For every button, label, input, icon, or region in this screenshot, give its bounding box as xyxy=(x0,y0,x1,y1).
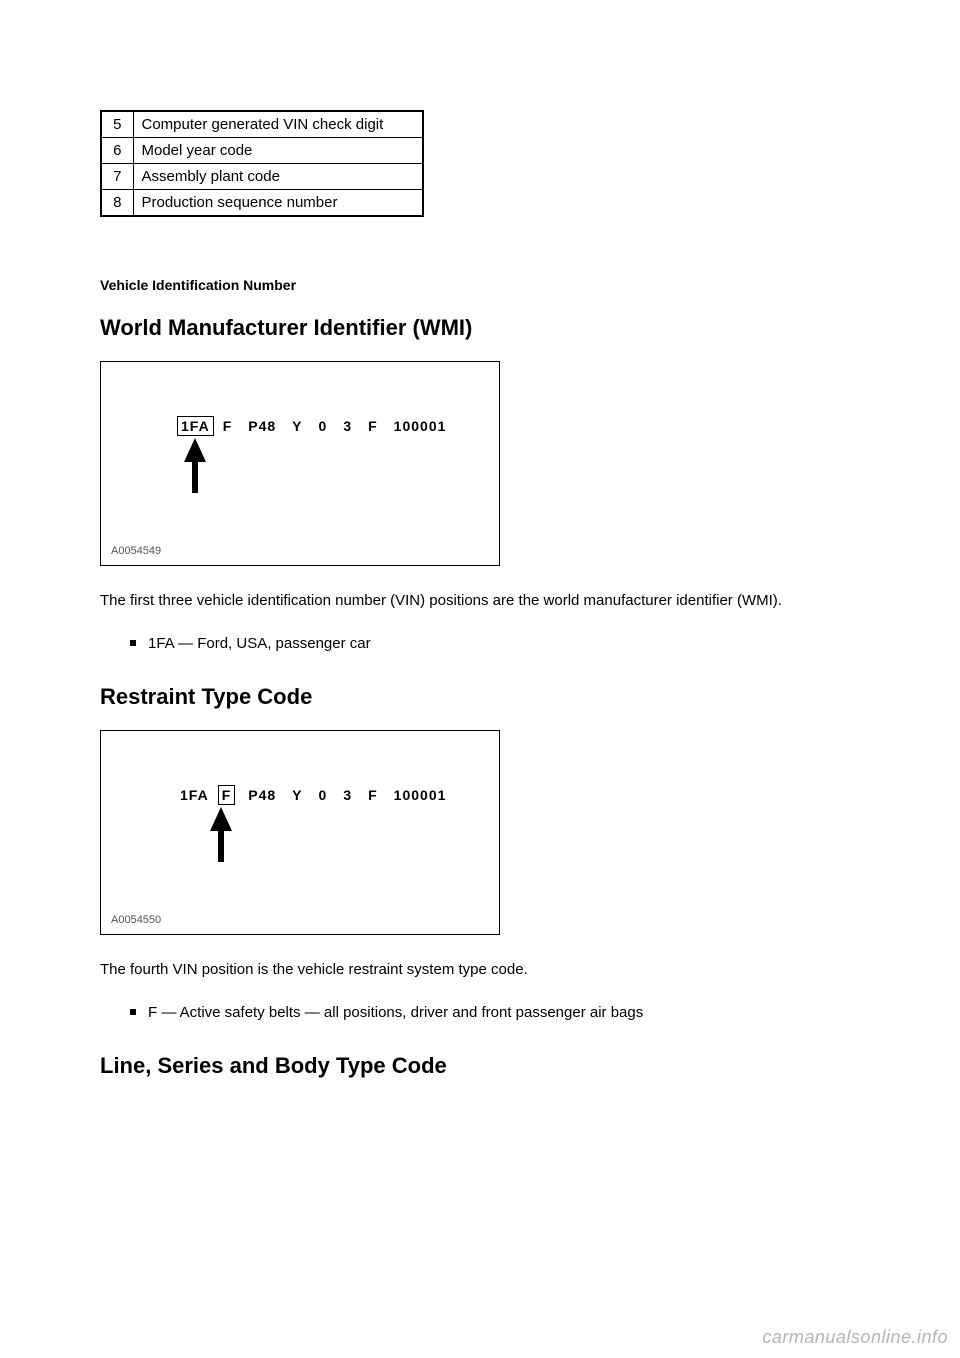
row-description: Computer generated VIN check digit xyxy=(133,111,423,138)
row-description: Production sequence number xyxy=(133,190,423,217)
row-description: Assembly plant code xyxy=(133,164,423,190)
page-content: 5Computer generated VIN check digit6Mode… xyxy=(0,0,960,1079)
restraint-body-text: The fourth VIN position is the vehicle r… xyxy=(100,959,860,980)
restraint-bullet-list: F — Active safety belts — all positions,… xyxy=(130,1002,860,1023)
wmi-bullet-list: 1FA — Ford, USA, passenger car xyxy=(130,633,860,654)
vin-segment: 100001 xyxy=(391,418,450,434)
restraint-vin-line: 1FAFP48Y03F100001 xyxy=(177,785,449,805)
vin-segment: Y xyxy=(289,787,305,803)
vin-segment: F xyxy=(218,785,236,805)
line-series-heading: Line, Series and Body Type Code xyxy=(100,1053,860,1079)
row-number: 8 xyxy=(101,190,133,217)
vin-segment: 0 xyxy=(316,418,331,434)
section-label: Vehicle Identification Number xyxy=(100,277,860,293)
vin-position-table: 5Computer generated VIN check digit6Mode… xyxy=(100,110,424,217)
vin-segment: 3 xyxy=(340,418,355,434)
wmi-body-text: The first three vehicle identification n… xyxy=(100,590,860,611)
figure-reference: A0054549 xyxy=(111,545,161,557)
table-row: 7Assembly plant code xyxy=(101,164,423,190)
table-row: 8Production sequence number xyxy=(101,190,423,217)
vin-segment: 1FA xyxy=(177,416,214,436)
table-body: 5Computer generated VIN check digit6Mode… xyxy=(101,111,423,216)
vin-segment: Y xyxy=(289,418,305,434)
row-description: Model year code xyxy=(133,138,423,164)
row-number: 5 xyxy=(101,111,133,138)
figure-reference: A0054550 xyxy=(111,914,161,926)
vin-segment: 1FA xyxy=(177,787,212,803)
vin-segment: 0 xyxy=(316,787,331,803)
restraint-heading: Restraint Type Code xyxy=(100,684,860,710)
table-row: 5Computer generated VIN check digit xyxy=(101,111,423,138)
vin-segment: P48 xyxy=(245,787,279,803)
vin-segment: F xyxy=(365,787,381,803)
vin-segment: F xyxy=(220,418,236,434)
wmi-vin-line: 1FAFP48Y03F100001 xyxy=(177,416,449,436)
watermark-text: carmanualsonline.info xyxy=(762,1327,948,1348)
row-number: 6 xyxy=(101,138,133,164)
vin-segment: 3 xyxy=(340,787,355,803)
row-number: 7 xyxy=(101,164,133,190)
list-item: 1FA — Ford, USA, passenger car xyxy=(130,633,860,654)
vin-segment: P48 xyxy=(245,418,279,434)
arrow-up-icon xyxy=(184,438,206,493)
wmi-heading: World Manufacturer Identifier (WMI) xyxy=(100,315,860,341)
wmi-figure: 1FAFP48Y03F100001 A0054549 xyxy=(100,361,500,566)
arrow-up-icon xyxy=(210,807,232,862)
restraint-figure: 1FAFP48Y03F100001 A0054550 xyxy=(100,730,500,935)
list-item: F — Active safety belts — all positions,… xyxy=(130,1002,860,1023)
vin-segment: F xyxy=(365,418,381,434)
table-row: 6Model year code xyxy=(101,138,423,164)
vin-segment: 100001 xyxy=(391,787,450,803)
